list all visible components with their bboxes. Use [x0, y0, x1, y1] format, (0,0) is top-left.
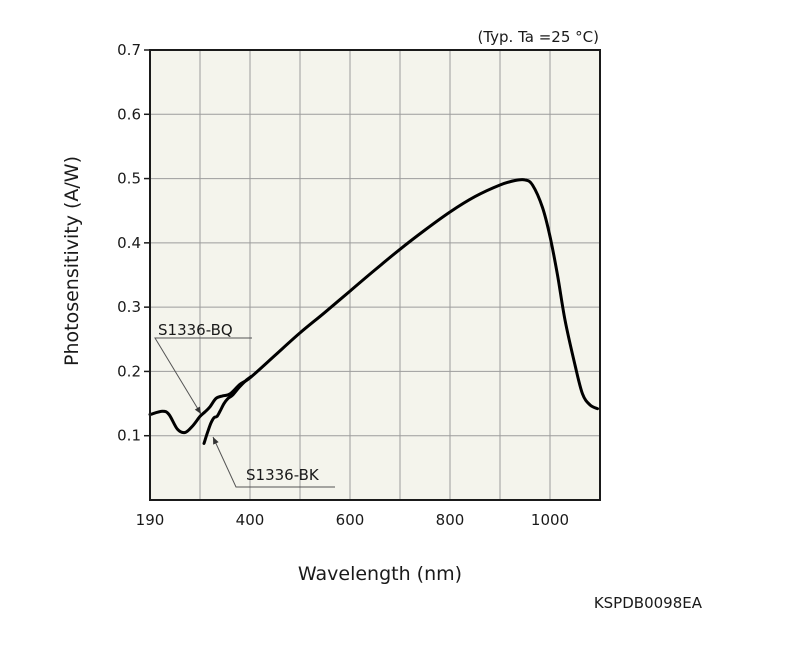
series-callout-label: S1336-BK: [246, 466, 320, 484]
callout-arrowhead: [213, 437, 219, 445]
series-callout-label: S1336-BQ: [158, 321, 233, 339]
y-tick-label: 0.1: [117, 427, 141, 445]
x-tick-label: 400: [236, 511, 265, 529]
condition-note: (Typ. Ta =25 °C): [477, 28, 599, 46]
plot-frame: [149, 49, 601, 501]
x-tick-label: 190: [136, 511, 165, 529]
x-tick-label: 600: [336, 511, 365, 529]
y-tick-label: 0.4: [117, 234, 141, 252]
callout-leader: [154, 337, 252, 415]
plot-area: [150, 50, 600, 500]
x-tick-label: 1000: [531, 511, 569, 529]
series-line-s1336-bq: [148, 178, 599, 435]
series-layer: [148, 178, 599, 445]
y-tick-label: 0.3: [117, 298, 141, 316]
y-tick-label: 0.7: [117, 41, 141, 59]
y-tick-label: 0.6: [117, 105, 141, 123]
y-axis-title: Photosensitivity (A/W): [61, 156, 83, 366]
callout-arrowhead: [194, 406, 201, 414]
x-axis: 190 400 600 800 1000: [136, 511, 569, 529]
figure-code: KSPDB0098EA: [594, 594, 703, 612]
y-axis: 0.1 0.2 0.3 0.4 0.5 0.6 0.7: [117, 41, 150, 445]
y-tick-label: 0.5: [117, 170, 141, 188]
y-tick-label: 0.2: [117, 362, 141, 380]
callout-leader: [212, 436, 335, 488]
series-line-s1336-bk: [202, 375, 253, 445]
x-axis-title: Wavelength (nm): [298, 563, 462, 585]
annotation-layer: S1336-BQ S1336-BK: [154, 321, 335, 488]
x-tick-label: 800: [436, 511, 465, 529]
